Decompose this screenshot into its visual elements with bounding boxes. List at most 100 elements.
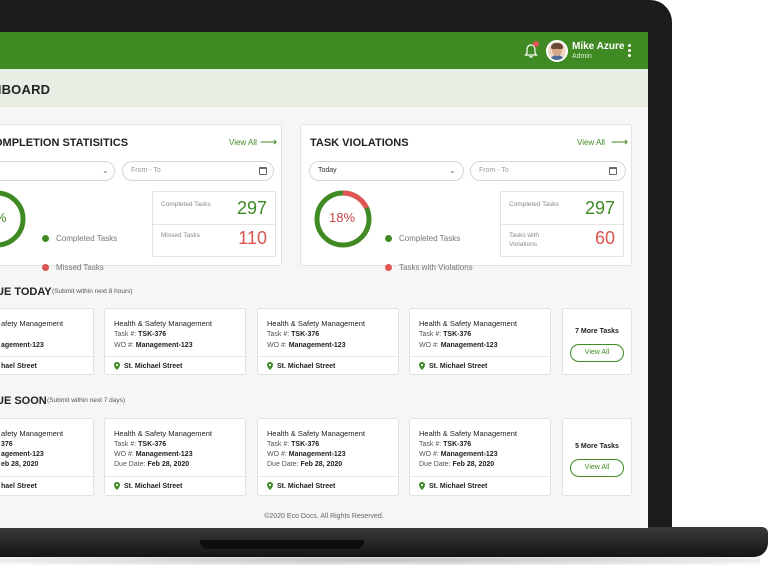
completion-donut-label: %: [0, 210, 7, 225]
legend-dot-completed: [385, 235, 392, 242]
task-card-wo: WO #: Management-123: [114, 342, 193, 349]
task-card-due: Due Date: Feb 28, 2020: [114, 461, 190, 468]
task-card-title: Health & Safety Management: [114, 429, 212, 438]
task-card-wo: WO #: Management-123: [267, 342, 346, 349]
violations-date-range-input[interactable]: From - To: [470, 161, 626, 181]
task-card-location: St. Michael Street: [277, 483, 336, 490]
task-card-title: Health & Safety Management: [267, 429, 365, 438]
legend-completed-tasks: Completed Tasks: [56, 234, 118, 243]
top-bar: Mike Azure Admin: [0, 32, 648, 69]
location-pin-icon: [419, 362, 425, 370]
task-card-title: Health & Safety Management: [419, 429, 517, 438]
title-band: [0, 69, 648, 107]
legend-missed-tasks: Missed Tasks: [56, 263, 104, 272]
more-tasks-card: 5 More Tasks View All: [562, 418, 632, 496]
stat-label-completed: Completed Tasks: [161, 201, 211, 208]
due-soon-title: UE SOON: [0, 395, 47, 407]
violations-view-all-link[interactable]: View All: [577, 138, 605, 147]
arrow-right-icon[interactable]: ⟶: [611, 135, 629, 149]
more-tasks-count: 5 More Tasks: [575, 443, 619, 450]
task-card[interactable]: Health & Safety Management Task #: TSK-3…: [409, 418, 551, 496]
task-card-location: St. Michael Street: [277, 363, 336, 370]
task-card[interactable]: Health & Safety Management Task #: TSK-3…: [104, 418, 246, 496]
stat-value-violations: 60: [594, 228, 615, 248]
task-card-location: St. Michael Street: [124, 363, 183, 370]
avatar[interactable]: [546, 40, 568, 62]
task-card[interactable]: Health & Safety Management Task #: TSK-3…: [257, 418, 399, 496]
date-range-placeholder: From - To: [131, 167, 161, 174]
task-card[interactable]: Health & Safety Management Task #: TSK-3…: [257, 308, 399, 375]
stat-value-completed: 297: [584, 198, 615, 218]
task-card-task: Task #: TSK-376: [267, 441, 320, 448]
chevron-down-icon: ⌄: [449, 166, 456, 175]
task-card-wo: WO #: Management-123: [267, 451, 346, 458]
location-pin-icon: [114, 362, 120, 370]
task-card-task: Task #: TSK-376: [419, 331, 472, 338]
stat-value-completed: 297: [236, 198, 267, 218]
due-soon-subtitle: (Submit within next 7 days): [47, 397, 126, 404]
completion-view-all-link[interactable]: View All: [229, 138, 257, 147]
due-today-subtitle: (Submit within next 8 hours): [52, 288, 133, 295]
task-card-title: afety Management: [1, 429, 64, 438]
completion-panel-title: OMPLETION STATISITICS: [0, 137, 129, 149]
task-card-wo: agement-123: [1, 451, 44, 458]
task-card-location: hael Street: [1, 363, 37, 370]
completion-period-select[interactable]: ⌄: [0, 161, 115, 181]
date-range-placeholder: From - To: [479, 167, 509, 174]
task-card[interactable]: Health & Safety Management Task #: TSK-3…: [104, 308, 246, 375]
laptop-shadow: [0, 555, 760, 565]
more-tasks-card: 7 More Tasks View All: [562, 308, 632, 375]
task-card-due: eb 28, 2020: [1, 461, 39, 468]
task-violations-panel: TASK VIOLATIONS View All ⟶ Today ⌄ From …: [300, 124, 632, 272]
task-card-location: hael Street: [1, 483, 37, 490]
calendar-icon[interactable]: [259, 167, 267, 175]
violations-period-select[interactable]: Today ⌄: [309, 161, 464, 181]
user-name[interactable]: Mike Azure: [572, 41, 625, 52]
completion-stat-box: Completed Tasks 297 Missed Tasks 110: [152, 191, 276, 257]
task-card-wo: agement-123: [1, 342, 44, 349]
task-card-wo: WO #: Management-123: [419, 451, 498, 458]
app-screen: Mike Azure Admin HBOARD OMPLETION STATIS…: [0, 32, 648, 528]
stat-label-completed: Completed Tasks: [509, 201, 559, 208]
chevron-down-icon: ⌄: [102, 166, 109, 175]
arrow-right-icon[interactable]: ⟶: [260, 135, 278, 149]
legend-dot-completed: [42, 235, 49, 242]
completion-donut-chart: [0, 190, 26, 248]
task-card-title: Health & Safety Management: [114, 319, 212, 328]
violations-donut-chart: [314, 190, 372, 248]
task-card-location: St. Michael Street: [124, 483, 183, 490]
due-today-title: UE TODAY: [0, 286, 52, 298]
page-title: HBOARD: [0, 82, 51, 97]
task-card[interactable]: Health & Safety Management Task #: TSK-3…: [409, 308, 551, 375]
calendar-icon[interactable]: [609, 167, 617, 175]
task-card[interactable]: afety Management agement-123 hael Street: [0, 308, 94, 375]
violations-panel-title: TASK VIOLATIONS: [310, 137, 409, 149]
more-tasks-count: 7 More Tasks: [575, 328, 619, 335]
task-card-task: Task #: TSK-376: [114, 441, 167, 448]
legend-dot-violations: [385, 264, 392, 271]
period-select-value: Today: [318, 167, 337, 174]
laptop-notch: [200, 540, 364, 549]
footer-copyright: ©2020 Eco Docs. All Rights Reserved.: [264, 513, 384, 520]
task-card-task: Task #: TSK-376: [114, 331, 167, 338]
view-all-button[interactable]: View All: [570, 459, 624, 477]
location-pin-icon: [267, 482, 273, 490]
legend-tasks-with-violations: Tasks with Violations: [399, 263, 473, 272]
task-card[interactable]: afety Management 376 agement-123 eb 28, …: [0, 418, 94, 496]
view-all-button[interactable]: View All: [570, 344, 624, 362]
task-card-due: Due Date: Feb 28, 2020: [419, 461, 495, 468]
violations-donut-label: 18%: [329, 210, 356, 225]
task-card-wo: WO #: Management-123: [114, 451, 193, 458]
notification-dot: [533, 41, 539, 47]
stat-label-violations: Tasks with Violations: [509, 232, 539, 248]
completion-date-range-input[interactable]: From - To: [122, 161, 274, 181]
task-card-wo: WO #: Management-123: [419, 342, 498, 349]
task-card-title: afety Management: [1, 319, 64, 328]
location-pin-icon: [267, 362, 273, 370]
location-pin-icon: [114, 482, 120, 490]
task-card-task: 376: [1, 441, 13, 448]
stat-label-missed: Missed Tasks: [161, 232, 200, 239]
user-role: Admin: [572, 53, 592, 60]
kebab-menu-icon[interactable]: [628, 44, 632, 58]
legend-dot-missed: [42, 264, 49, 271]
